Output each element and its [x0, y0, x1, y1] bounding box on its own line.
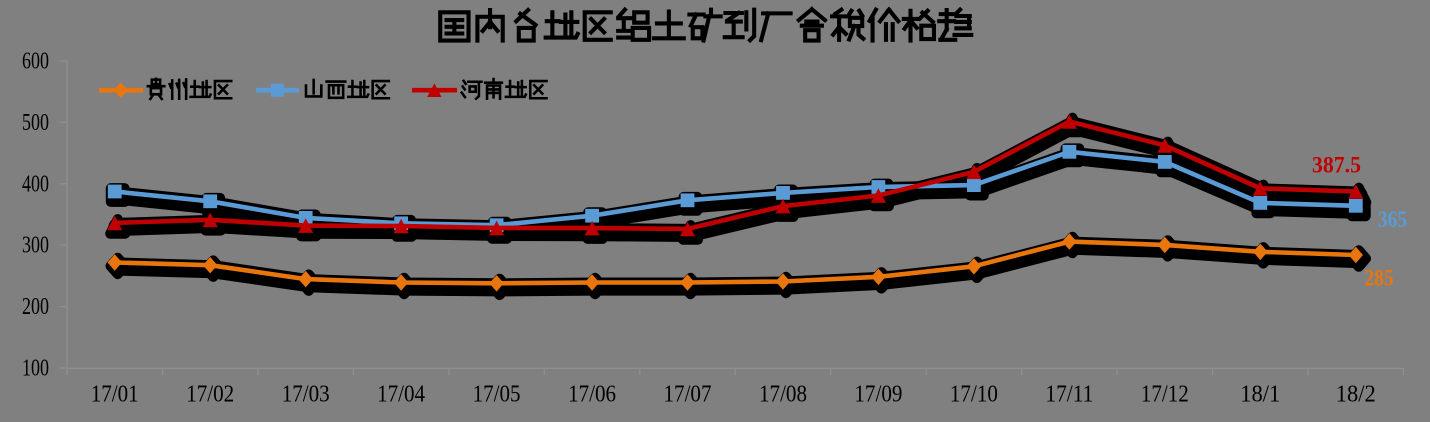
svg-text:17/11: 17/11 [1045, 381, 1093, 407]
svg-text:17/09: 17/09 [854, 381, 902, 407]
svg-text:300: 300 [22, 233, 49, 259]
svg-text:17/07: 17/07 [664, 381, 712, 407]
svg-text:17/06: 17/06 [568, 381, 616, 407]
svg-text:18/1: 18/1 [1240, 381, 1280, 407]
svg-text:500: 500 [22, 110, 49, 136]
svg-text:17/04: 17/04 [377, 381, 425, 407]
svg-text:387.5: 387.5 [1312, 152, 1361, 178]
svg-text:17/02: 17/02 [186, 381, 234, 407]
svg-text:18/2: 18/2 [1336, 381, 1376, 407]
svg-text:17/05: 17/05 [473, 381, 521, 407]
svg-text:17/08: 17/08 [759, 381, 807, 407]
svg-text:400: 400 [22, 171, 49, 197]
svg-text:17/03: 17/03 [282, 381, 330, 407]
svg-text:17/12: 17/12 [1141, 381, 1189, 407]
svg-text:100: 100 [22, 356, 49, 382]
svg-text:365: 365 [1378, 207, 1407, 233]
svg-text:17/01: 17/01 [91, 381, 139, 407]
svg-text:200: 200 [22, 294, 49, 320]
svg-text:600: 600 [22, 49, 49, 75]
svg-text:17/10: 17/10 [950, 381, 998, 407]
svg-text:285: 285 [1365, 266, 1394, 292]
